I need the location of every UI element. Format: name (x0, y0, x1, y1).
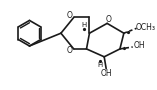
Text: H: H (98, 62, 103, 68)
Text: OH: OH (100, 69, 112, 78)
Text: H: H (81, 22, 86, 28)
Text: OCH₃: OCH₃ (135, 23, 155, 32)
Text: OH: OH (134, 41, 145, 50)
Text: O: O (67, 46, 73, 55)
Text: O: O (67, 11, 73, 20)
Text: O: O (105, 15, 111, 24)
